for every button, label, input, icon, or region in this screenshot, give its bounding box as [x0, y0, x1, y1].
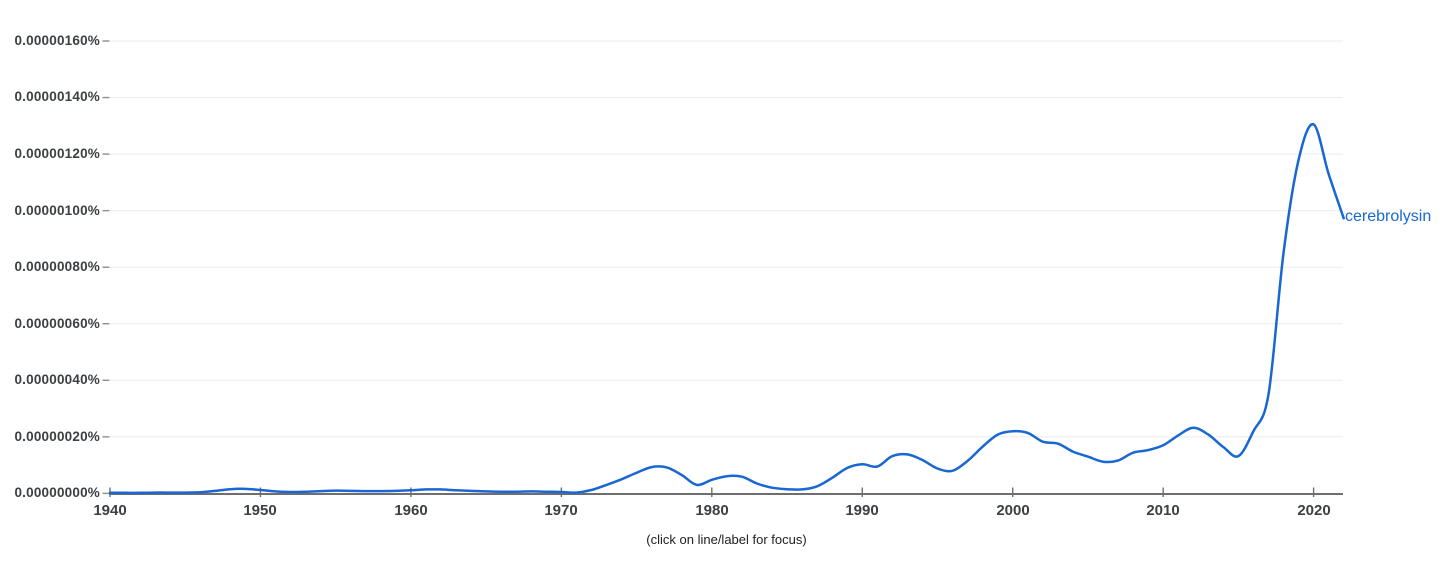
- y-axis-label: 0.00000080%: [14, 259, 100, 274]
- x-axis-label: 1940: [93, 502, 127, 519]
- y-axis-label: 0.00000000%: [14, 485, 100, 500]
- focus-hint-caption: (click on line/label for focus): [646, 532, 807, 547]
- y-axis-label: 0.00000160%: [14, 33, 100, 48]
- y-axis-label: 0.00000140%: [14, 89, 100, 104]
- y-axis-label: 0.00000020%: [14, 429, 100, 444]
- gridlines: [110, 40, 1343, 438]
- x-axis-label: 1990: [845, 502, 879, 519]
- y-axis-label: 0.00000040%: [14, 372, 100, 387]
- x-axis-label: 1960: [394, 502, 428, 519]
- x-axis-label: 1970: [544, 502, 578, 519]
- series-line-cerebrolysin[interactable]: [108, 123, 1345, 495]
- x-axis-label: 2020: [1297, 502, 1331, 519]
- x-axis-label: 2010: [1146, 502, 1180, 519]
- y-axis-tick-dashes: [102, 40, 110, 495]
- x-axis-label: 2000: [996, 502, 1030, 519]
- y-axis-label: 0.00000120%: [14, 146, 100, 161]
- x-axis-label: 1980: [695, 502, 729, 519]
- series-label-cerebrolysin[interactable]: cerebrolysin: [1345, 208, 1432, 225]
- y-axis-label: 0.00000060%: [14, 316, 100, 331]
- x-axis-label: 1950: [243, 502, 277, 519]
- y-axis-label: 0.00000100%: [14, 203, 100, 218]
